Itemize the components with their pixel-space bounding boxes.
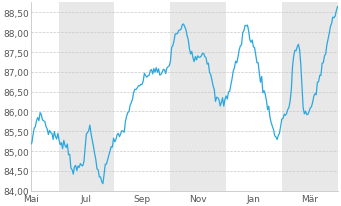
Bar bbox=[282, 4, 338, 191]
Bar bbox=[59, 4, 114, 191]
Bar bbox=[170, 4, 226, 191]
